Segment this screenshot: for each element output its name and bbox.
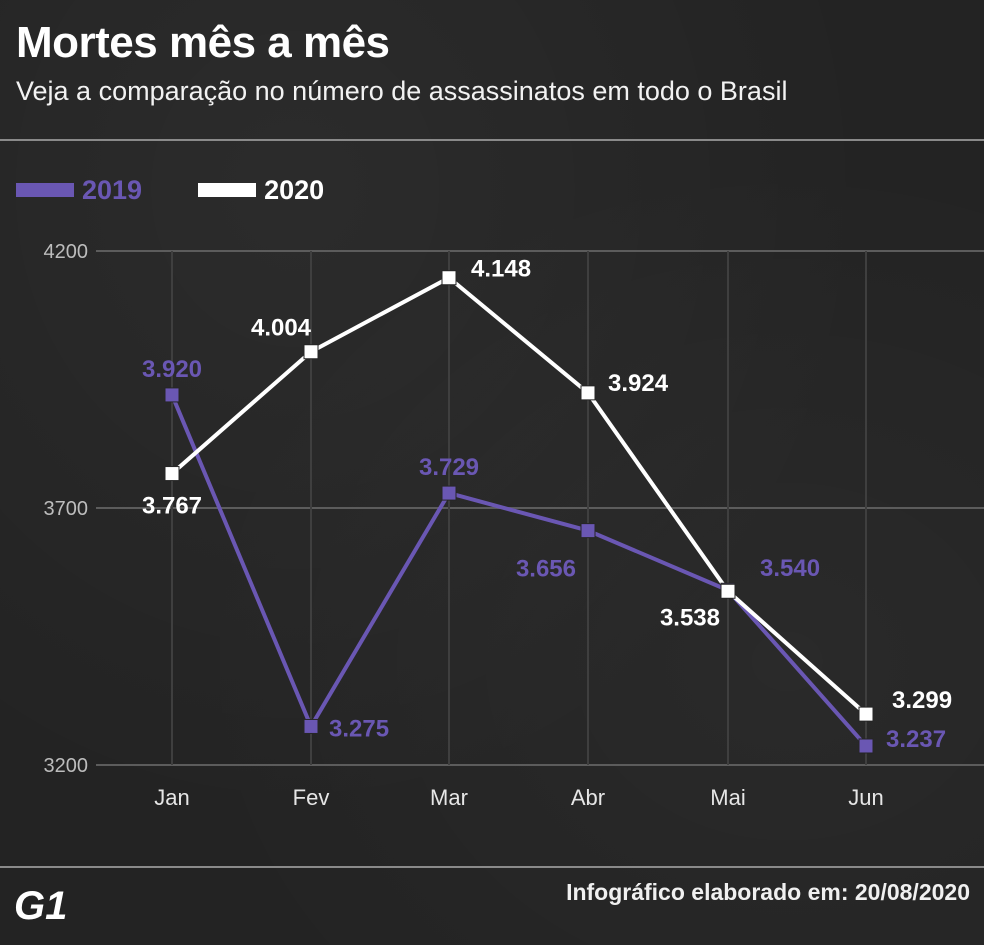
data-label-2020: 3.767 [142, 493, 202, 520]
g1-logo: G1 [14, 884, 67, 924]
footer-divider [0, 866, 984, 868]
data-point-2019 [441, 485, 457, 501]
data-point-2020 [164, 466, 180, 482]
data-label-2019: 3.275 [329, 715, 389, 742]
x-tick-label: Abr [571, 785, 605, 810]
legend-item-2019: 2019 [16, 175, 142, 206]
data-label-2020: 4.004 [251, 315, 312, 342]
data-point-2019 [580, 523, 596, 539]
data-point-2020 [303, 344, 319, 360]
legend-item-2020: 2020 [198, 175, 324, 206]
y-tick-label: 3200 [44, 755, 89, 777]
y-tick-label: 4200 [44, 241, 89, 263]
header-divider [0, 139, 984, 141]
data-point-2020 [580, 385, 596, 401]
legend-swatch-2019 [16, 183, 74, 197]
legend: 2019 2020 [16, 172, 380, 208]
y-tick-label: 3700 [44, 498, 89, 520]
series-line-2019 [170, 394, 868, 748]
legend-swatch-2020 [198, 183, 257, 197]
legend-label-2020: 2020 [264, 174, 325, 205]
svg-text:G1: G1 [14, 884, 67, 924]
x-tick-label: Fev [293, 785, 330, 810]
series-line-2020 [170, 275, 868, 716]
data-label-2020: 3.299 [892, 687, 952, 714]
data-label-2020: 3.538 [660, 604, 720, 631]
page-subtitle: Veja a comparação no número de assassina… [16, 76, 788, 106]
data-label-2019: 3.540 [760, 555, 820, 582]
data-point-2020 [858, 706, 874, 722]
footer-credit: Infográfico elaborado em: 20/08/2020 [566, 879, 970, 905]
data-label-2019: 3.920 [142, 356, 202, 383]
legend-label-2019: 2019 [82, 174, 143, 205]
x-tick-label: Mar [430, 785, 468, 810]
data-point-2019 [858, 738, 874, 754]
data-point-2020 [720, 583, 736, 599]
data-label-2020: 4.148 [471, 256, 531, 283]
page-title: Mortes mês a mês [16, 18, 390, 67]
data-label-2019: 3.656 [516, 556, 576, 583]
data-label-2020: 3.924 [608, 370, 669, 397]
data-label-2019: 3.237 [886, 726, 946, 753]
data-point-2020 [441, 270, 457, 286]
x-tick-label: Jun [848, 785, 883, 810]
x-tick-label: Mai [710, 785, 745, 810]
data-label-2019: 3.729 [419, 454, 479, 481]
data-point-2019 [164, 387, 180, 403]
x-tick-label: Jan [154, 785, 189, 810]
data-point-2019 [303, 718, 319, 734]
